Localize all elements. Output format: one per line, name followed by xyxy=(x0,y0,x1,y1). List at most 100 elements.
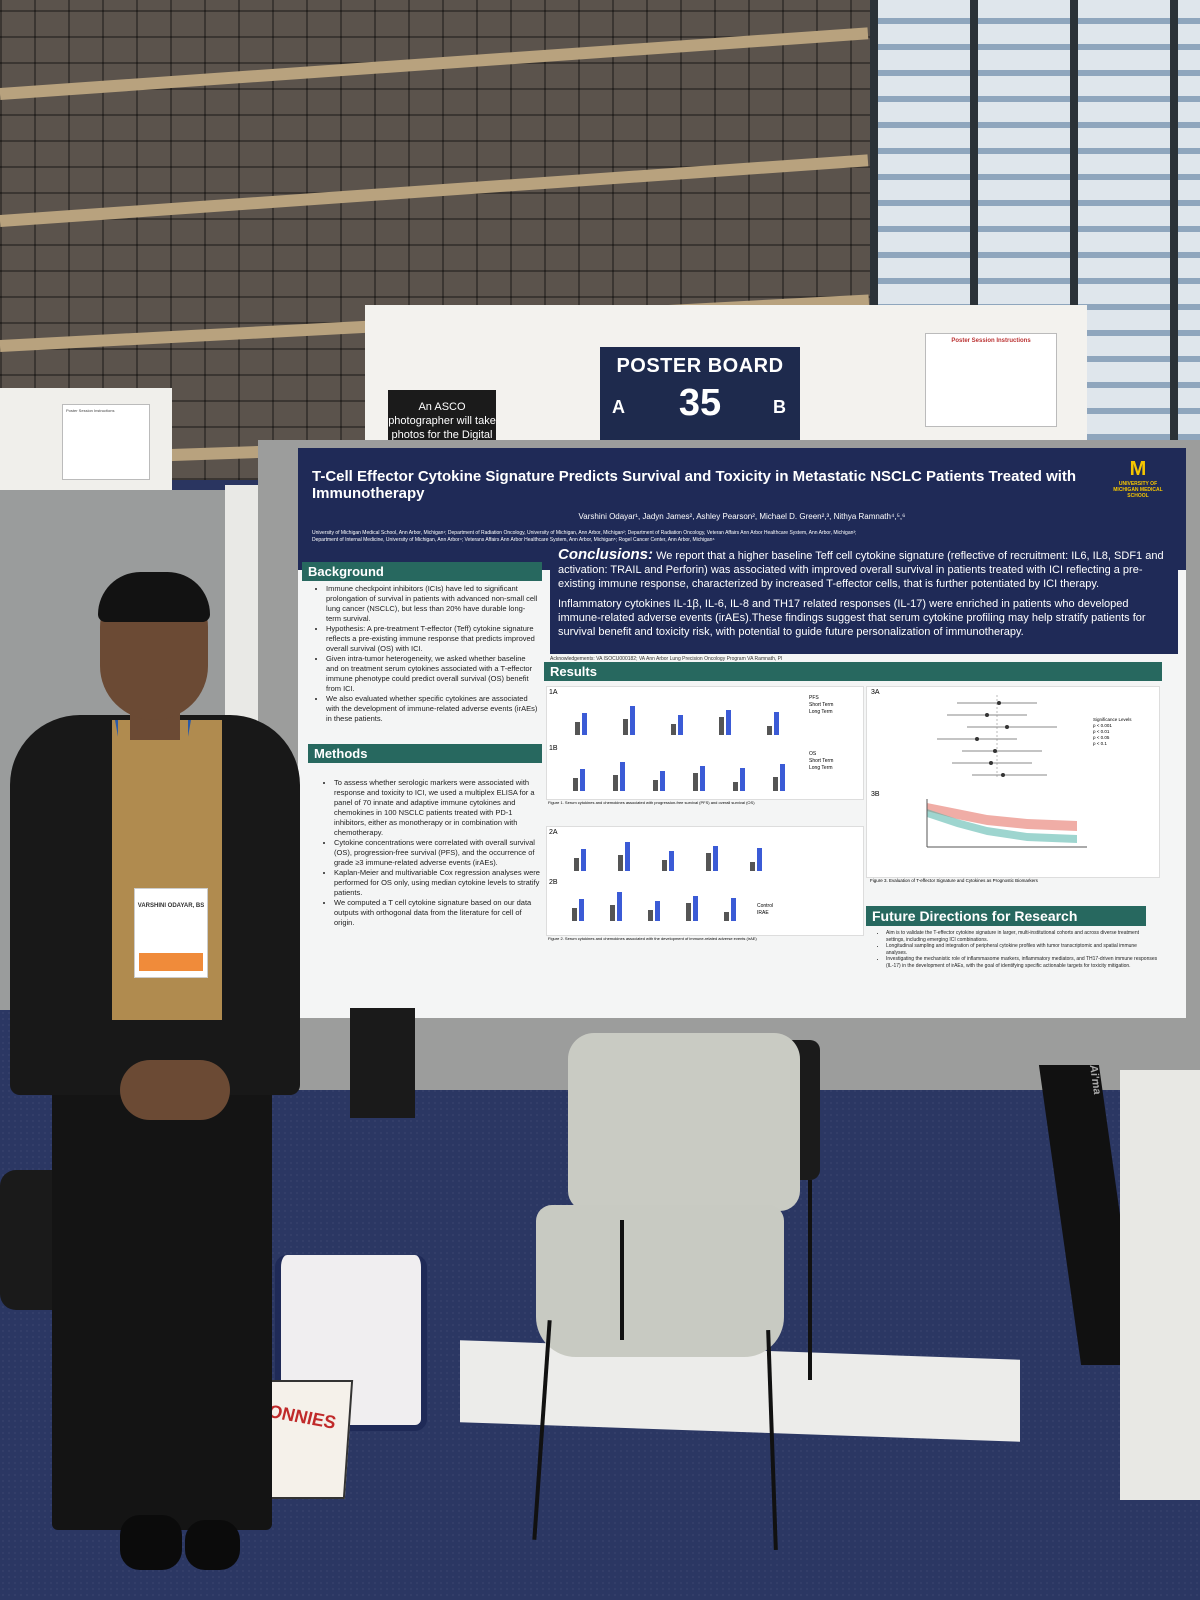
legend-1b-item: Long Term xyxy=(809,765,833,771)
chart-bar xyxy=(620,762,625,791)
poster-board-number: 35 xyxy=(678,382,722,424)
chart-bar xyxy=(750,862,756,871)
chart-bar xyxy=(733,782,738,791)
panel-label-1b: 1B xyxy=(549,745,558,752)
conclusions-text: We report that a higher baseline Teff ce… xyxy=(558,550,1164,590)
instructions-title-right: Poster Session Instructions xyxy=(951,338,1031,344)
shoe-right xyxy=(185,1520,240,1570)
chart-bar xyxy=(678,715,684,735)
chart-bar xyxy=(686,903,692,921)
chart-bar xyxy=(773,776,778,791)
chart-bar xyxy=(581,849,587,871)
sig-title: Significance Levels xyxy=(1093,717,1132,722)
figure-2-panel: 2A 2B Control IRAE xyxy=(546,826,864,936)
chart-bar xyxy=(780,764,785,791)
methods-body: To assess whether serologic markers were… xyxy=(322,778,542,928)
chair-seat xyxy=(536,1205,784,1357)
future-item: Longitudinal sampling and integration of… xyxy=(886,943,1158,956)
chart-bar xyxy=(662,860,668,871)
chart-bar xyxy=(713,845,719,871)
chart-bar xyxy=(693,773,698,791)
chart-bar xyxy=(579,899,585,921)
sig-item: p < 0.1 xyxy=(1093,741,1107,746)
chart-bar xyxy=(625,842,631,871)
conclusions-text-2: Inflammatory cytokines IL-1β, IL-6, IL-8… xyxy=(558,598,1146,638)
chart-bar xyxy=(724,912,730,921)
chair-leg xyxy=(808,1180,812,1380)
name-badge: VARSHINI ODAYAR, BS xyxy=(134,888,208,978)
badge-strip xyxy=(139,953,203,971)
methods-item: To assess whether serologic markers were… xyxy=(334,778,542,838)
legend-1b-title: OS xyxy=(809,751,817,757)
person-hands xyxy=(120,1060,230,1120)
methods-item: Cytokine concentrations were correlated … xyxy=(334,838,542,868)
chart-bar xyxy=(706,853,712,871)
significance-legend: Significance Levels p < 0.001 p < 0.01 p… xyxy=(1093,717,1132,747)
acknowledgements: Acknowledgements: VA ISOCU000182; VA Ann… xyxy=(550,656,783,662)
chart-bar xyxy=(669,851,675,871)
background-body: Immune checkpoint inhibitors (ICIs) have… xyxy=(314,584,540,724)
chart-bar xyxy=(617,892,623,921)
chair-leg xyxy=(620,1220,624,1340)
figure-1-caption: Figure 1. Serum cytokines and chemokines… xyxy=(548,800,755,805)
legend-1a-title: PFS xyxy=(809,695,819,701)
badge-name: VARSHINI ODAYAR, BS xyxy=(137,903,205,909)
chart-bar xyxy=(767,726,773,735)
legend-2b-item: Control xyxy=(757,903,774,909)
chart-bar xyxy=(757,847,763,871)
instructions-sheet-right: Poster Session Instructions xyxy=(925,333,1057,427)
methods-item: We computed a T cell cytokine signature … xyxy=(334,898,542,928)
chart-bar xyxy=(582,713,588,735)
background-item: Hypothesis: A pre-treatment T-effector (… xyxy=(326,624,540,654)
figure-1b-bars xyxy=(561,749,801,797)
figure-3-panel: 3A 3B Significance Levels p < 0.001 p < … xyxy=(866,686,1160,878)
research-poster: T-Cell Effector Cytokine Signature Predi… xyxy=(298,448,1186,1018)
figure-1a-bars xyxy=(561,693,801,741)
block-m-icon: M xyxy=(1129,458,1147,480)
instructions-sheet-left: Poster Session Instructions xyxy=(62,404,150,480)
chart-bar xyxy=(653,780,658,791)
legend-1a-item: Long Term xyxy=(809,709,833,715)
sig-item: p < 0.01 xyxy=(1093,729,1110,734)
sig-item: p < 0.001 xyxy=(1093,723,1112,728)
panel-label-3a: 3A xyxy=(871,689,880,696)
results-heading: Results xyxy=(544,662,1162,681)
background-heading: Background xyxy=(302,562,542,581)
instructions-title-left: Poster Session Instructions xyxy=(66,408,115,413)
future-directions-heading: Future Directions for Research xyxy=(866,906,1146,926)
poster-board-title: POSTER BOARD xyxy=(616,355,784,377)
person-behind-legs xyxy=(350,1008,415,1118)
figure-3-caption: Figure 3. Evaluation of T-effector Signa… xyxy=(870,878,1038,883)
figure-2-caption: Figure 2. Serum cytokines and chemokines… xyxy=(548,936,757,941)
panel-label-3b: 3B xyxy=(871,791,880,798)
chart-bar xyxy=(671,724,677,735)
chart-bar xyxy=(693,895,699,921)
chair-back xyxy=(568,1033,800,1211)
future-item: Aim is to validate the T-effector cytoki… xyxy=(886,930,1158,943)
university-logo: M UNIVERSITY OF MICHIGAN MEDICAL SCHOOL xyxy=(1108,458,1168,499)
chart-bar xyxy=(610,904,616,921)
sig-item: p < 0.05 xyxy=(1093,735,1110,740)
chart-bar xyxy=(726,709,732,735)
chart-bar xyxy=(660,771,665,791)
legend-2b-item: IRAE xyxy=(757,910,769,916)
kaplan-meier-plot xyxy=(926,799,1087,848)
future-directions-body: Aim is to validate the T-effector cytoki… xyxy=(874,930,1158,969)
chart-bar xyxy=(613,774,618,791)
background-item: Given intra-tumor heterogeneity, we aske… xyxy=(326,654,540,694)
chart-bar xyxy=(575,722,581,735)
methods-item: Kaplan-Meier and multivariable Cox regre… xyxy=(334,868,542,898)
chart-bar xyxy=(719,717,725,735)
chart-bar xyxy=(630,706,636,735)
legend-1a-item: Short Term xyxy=(809,702,834,708)
poster-title: T-Cell Effector Cytokine Signature Predi… xyxy=(312,468,1077,502)
panel-label-2a: 2A xyxy=(549,829,558,836)
chart-bar xyxy=(774,711,780,735)
person-trousers xyxy=(52,1040,272,1530)
legend-1b: OS Short Term Long Term xyxy=(809,751,833,772)
figure-1-panel: 1A 1B PFS Short Term Long Term OS Short … xyxy=(546,686,864,800)
logo-text: UNIVERSITY OF MICHIGAN MEDICAL SCHOOL xyxy=(1113,481,1163,499)
forest-plot xyxy=(937,695,1057,779)
figure-2b-bars xyxy=(561,883,751,927)
panel-label-2b: 2B xyxy=(549,879,558,886)
